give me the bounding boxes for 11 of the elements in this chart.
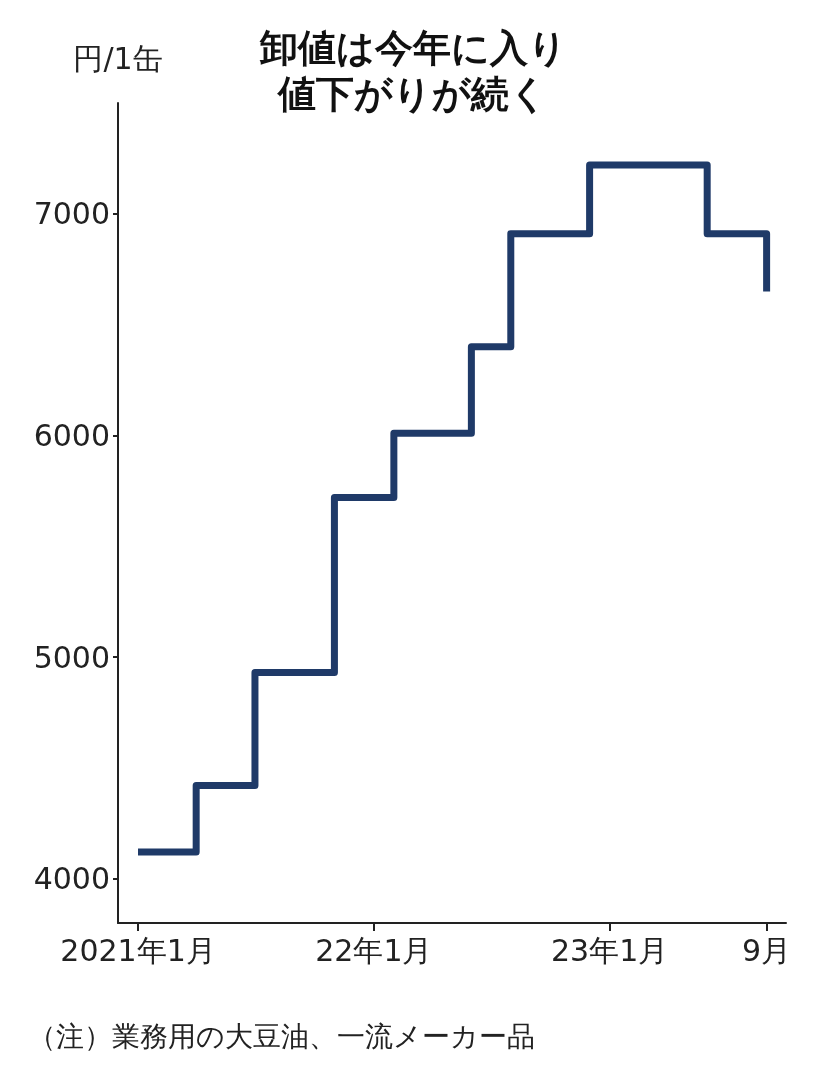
y-tick-label: 5000 xyxy=(33,639,110,675)
chart-title: 卸値は今年に入り値下がりが続く xyxy=(258,26,567,116)
x-tick-label: 2021年1月 xyxy=(60,932,216,968)
x-tick-label: 23年1月 xyxy=(551,932,669,968)
x-tick-label: 22年1月 xyxy=(315,932,433,968)
y-axis-title: 円/1缶 xyxy=(73,40,163,76)
y-tick-label: 6000 xyxy=(33,417,110,453)
text: （注）業務用の大豆油、一流メーカー品 xyxy=(28,1019,535,1053)
x-tick-label: 9月 xyxy=(742,932,792,968)
y-tick-label: 7000 xyxy=(33,196,110,232)
y-tick-label: 4000 xyxy=(33,861,110,897)
